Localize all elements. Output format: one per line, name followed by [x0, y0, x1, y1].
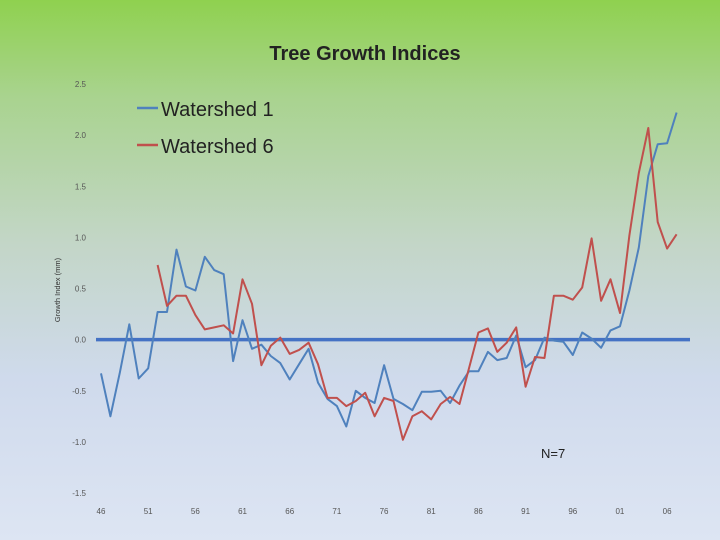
y-tick-label: 2.0: [75, 131, 87, 140]
y-axis-ticks: 2.5 2.0 1.5 1.0 0.5 0.0 -0.5 -1.0 -1.5: [72, 80, 86, 498]
y-tick-label: 0.0: [75, 336, 87, 345]
x-tick-label: 46: [97, 507, 106, 516]
x-tick-label: 56: [191, 507, 200, 516]
y-tick-label: 1.0: [75, 233, 87, 242]
x-axis-ticks: 46 51 56 61 66 71 76 81 86 91 96 01 06: [97, 507, 673, 516]
legend: Watershed 1 Watershed 6: [137, 99, 274, 158]
y-tick-label: -1.5: [72, 489, 86, 498]
x-tick-label: 81: [427, 507, 436, 516]
x-tick-label: 91: [521, 507, 530, 516]
legend-label-watershed-6: Watershed 6: [161, 136, 274, 158]
y-tick-label: 0.5: [75, 285, 87, 294]
x-tick-label: 06: [663, 507, 672, 516]
series-line-watershed-6: [156, 127, 678, 441]
x-tick-label: 76: [380, 507, 389, 516]
x-tick-label: 96: [568, 507, 577, 516]
y-tick-label: 2.5: [75, 80, 87, 89]
chart-title: Tree Growth Indices: [269, 43, 460, 65]
x-tick-label: 01: [615, 507, 624, 516]
sample-size-annotation: N=7: [541, 446, 565, 461]
y-tick-label: -1.0: [72, 438, 86, 447]
legend-label-watershed-1: Watershed 1: [161, 99, 274, 121]
y-tick-label: -0.5: [72, 387, 86, 396]
x-tick-label: 86: [474, 507, 483, 516]
y-tick-label: 1.5: [75, 182, 87, 191]
y-axis-label: Growth Index (mm): [53, 257, 62, 322]
x-tick-label: 71: [332, 507, 341, 516]
series-lines: [100, 112, 678, 441]
x-tick-label: 66: [285, 507, 294, 516]
series-line-watershed-1: [100, 112, 678, 428]
x-tick-label: 61: [238, 507, 247, 516]
x-tick-label: 51: [144, 507, 153, 516]
